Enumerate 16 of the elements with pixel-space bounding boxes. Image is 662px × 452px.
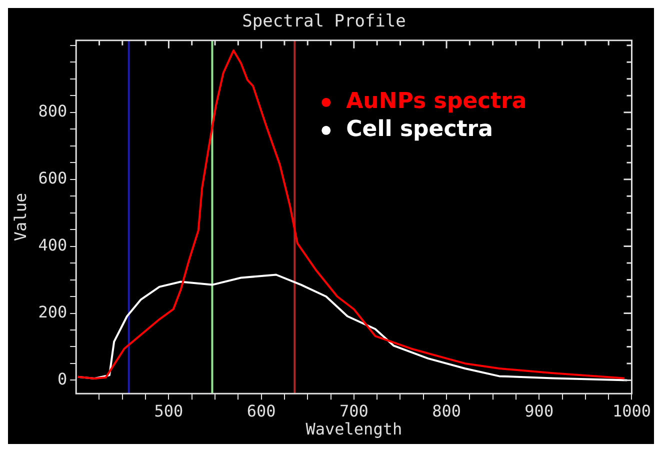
legend-label: AuNPs spectra bbox=[346, 89, 527, 114]
x-tick-label: 800 bbox=[432, 401, 461, 420]
y-tick-label: 0 bbox=[57, 369, 68, 388]
y-tick-label: 400 bbox=[38, 235, 68, 254]
legend-label: Cell spectra bbox=[346, 117, 493, 142]
y-tick-label: 600 bbox=[38, 168, 68, 188]
x-tick-label: 600 bbox=[246, 401, 276, 420]
x-tick-label: 700 bbox=[339, 401, 368, 420]
x-tick-label: 900 bbox=[524, 401, 554, 420]
chart-title: Spectral Profile bbox=[242, 12, 406, 32]
x-tick-label: 500 bbox=[154, 401, 184, 420]
y-tick-label: 200 bbox=[38, 302, 68, 322]
x-tick-label: 1000 bbox=[612, 401, 651, 420]
x-axis-title: Wavelength bbox=[306, 420, 402, 439]
y-axis-title: Value bbox=[10, 192, 30, 242]
y-tick-label: 800 bbox=[38, 102, 68, 121]
